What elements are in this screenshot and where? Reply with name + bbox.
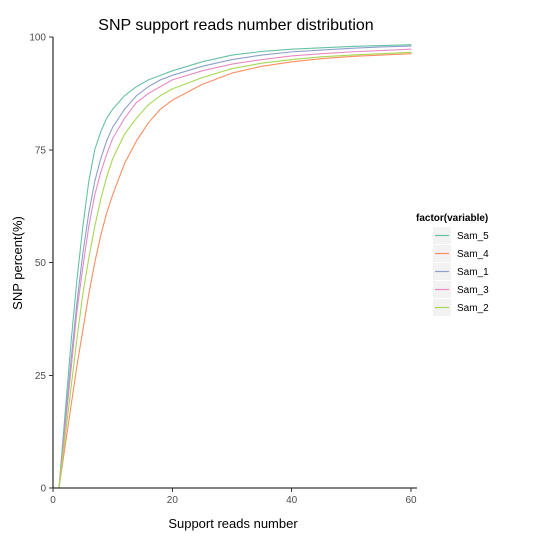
series-line-sam-2 <box>58 51 412 489</box>
legend-item-sam-1: Sam_1 <box>433 263 489 280</box>
series-line-sam-1 <box>58 45 412 489</box>
y-axis-title: SNP percent(%) <box>10 216 25 310</box>
y-tick-label: 75 <box>35 145 47 156</box>
x-tick-label: 60 <box>405 495 417 506</box>
y-tick-label: 100 <box>29 33 46 44</box>
x-axis-title: Support reads number <box>168 516 298 531</box>
plot-area <box>58 44 412 489</box>
x-tick-label: 20 <box>167 495 179 506</box>
legend-item-sam-2: Sam_2 <box>433 299 489 316</box>
series-line-sam-5 <box>58 44 412 489</box>
legend-label: Sam_4 <box>457 249 489 260</box>
y-tick-label: 0 <box>40 484 46 495</box>
legend-item-sam-5: Sam_5 <box>433 227 489 244</box>
legend-title: factor(variable) <box>416 213 488 224</box>
x-axis: 0 20 40 60 <box>50 487 417 506</box>
series-line-sam-4 <box>58 53 412 489</box>
y-axis: 0 25 50 75 100 <box>29 33 54 495</box>
legend: factor(variable) Sam_5 Sam_4 Sam_1 Sam_3 Sam… <box>416 213 489 316</box>
legend-item-sam-4: Sam_4 <box>433 245 489 262</box>
legend-label: Sam_2 <box>457 303 489 314</box>
legend-label: Sam_3 <box>457 285 489 296</box>
legend-label: Sam_1 <box>457 267 489 278</box>
x-tick-label: 40 <box>286 495 298 506</box>
y-tick-label: 50 <box>35 258 47 269</box>
y-tick-label: 25 <box>35 371 47 382</box>
x-tick-label: 0 <box>50 495 56 506</box>
legend-label: Sam_5 <box>457 231 489 242</box>
chart-title: SNP support reads number distribution <box>98 17 373 34</box>
series-line-sam-3 <box>58 48 412 489</box>
legend-item-sam-3: Sam_3 <box>433 281 489 298</box>
